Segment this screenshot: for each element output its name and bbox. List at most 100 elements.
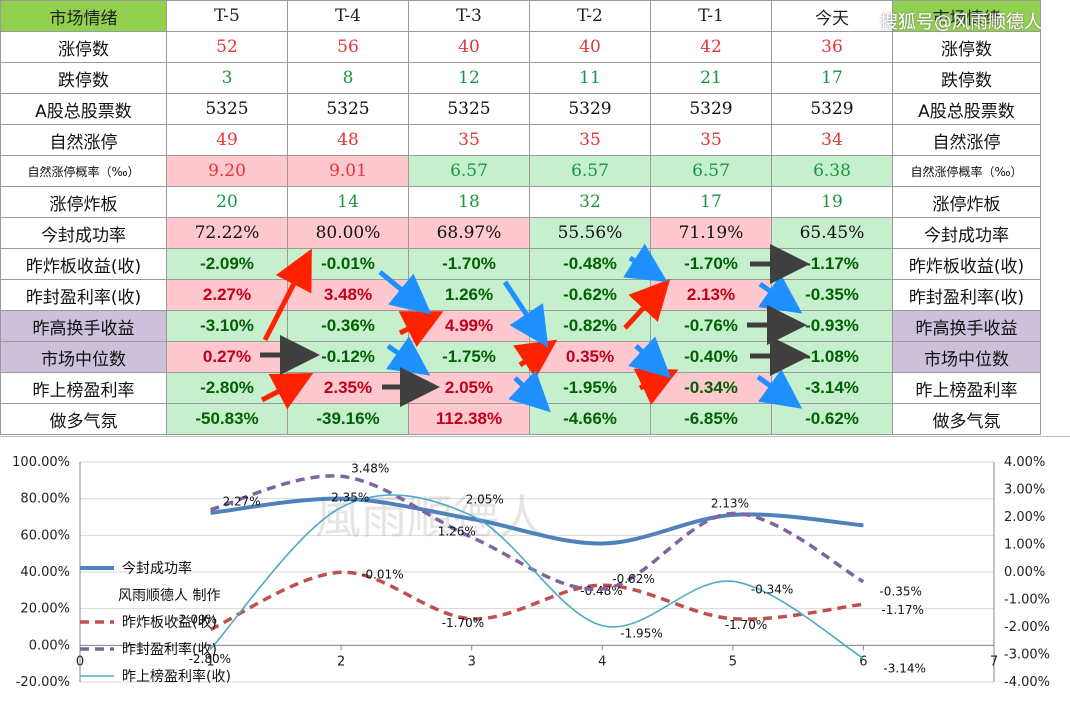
x-tick-label: 2: [337, 654, 345, 669]
table-cell: 19: [771, 186, 893, 218]
table-cell: 56: [287, 31, 409, 63]
y-right-tick-label: 3.00%: [1004, 483, 1045, 498]
table-cell: 5325: [408, 93, 530, 125]
y-left-tick-label: 40.00%: [20, 565, 70, 580]
table-cell: -1.17%: [771, 248, 893, 280]
y-right-tick-label: -4.00%: [1004, 675, 1050, 690]
table-cell: -1.70%: [650, 248, 772, 280]
y-left-tick-label: 100.00%: [12, 455, 70, 470]
table-cell: -3.10%: [166, 310, 288, 342]
data-label: -0.01%: [361, 567, 403, 581]
table-cell: 68.97%: [408, 217, 530, 249]
table-cell: 21: [650, 62, 772, 94]
table-cell: -0.34%: [650, 372, 772, 404]
right-row-label: 昨上榜盈利率: [892, 372, 1041, 404]
table-cell: 0.27%: [166, 341, 288, 373]
table-cell: 2.05%: [408, 372, 530, 404]
table-cell: -2.80%: [166, 372, 288, 404]
x-tick-label: 3: [468, 654, 476, 669]
right-row-label: 自然涨停概率（‰）: [892, 155, 1041, 187]
left-row-label: 自然涨停: [0, 124, 167, 156]
table-cell: 5329: [529, 93, 651, 125]
table-cell: -0.62%: [771, 403, 893, 435]
table-row: 市场中位数 0.27% -0.12% -1.75% 0.35% -0.40% -1.08% 市…: [0, 341, 1041, 373]
table-cell: 35: [650, 124, 772, 156]
header-label-cell: 市场情绪: [0, 0, 167, 32]
table-cell: -3.14%: [771, 372, 893, 404]
table-cell: -0.62%: [529, 279, 651, 311]
emotion-line-chart: 100.00%80.00%60.00%40.00%20.00%0.00%-20.…: [12, 455, 1050, 690]
right-row-label: 昨炸板收益(收): [892, 248, 1041, 280]
table-cell: -2.09%: [166, 248, 288, 280]
y-left-tick-label: 20.00%: [20, 602, 70, 617]
header-day-cell: T-2: [529, 0, 651, 32]
data-label: 1.26%: [438, 524, 476, 538]
table-cell: 3: [166, 62, 288, 94]
series-line-2: [210, 474, 865, 592]
header-day-cell: 今天: [771, 0, 893, 32]
table-cell: 32: [529, 186, 651, 218]
header-day-cell: T-1: [650, 0, 772, 32]
table-cell: 112.38%: [408, 403, 530, 435]
table-cell: 5325: [166, 93, 288, 125]
table-cell: 11: [529, 62, 651, 94]
left-row-label: 涨停数: [0, 31, 167, 63]
data-label: 2.05%: [466, 493, 504, 507]
header-label-cell: 市场情绪: [892, 0, 1041, 32]
emotion-table-sheet: 市场情绪 T-5 T-4 T-3 T-2 T-1 今天 市场情绪 涨停数 52 56 40 40 42 36…: [0, 0, 1042, 435]
table-cell: -0.82%: [529, 310, 651, 342]
right-row-label: 自然涨停: [892, 124, 1041, 156]
y-right-tick-label: 1.00%: [1004, 538, 1045, 553]
data-label: -3.14%: [883, 661, 925, 675]
table-cell: 49: [166, 124, 288, 156]
x-tick-label: 7: [990, 654, 998, 669]
data-label: 2.35%: [331, 490, 369, 504]
table-cell: 72.22%: [166, 217, 288, 249]
table-cell: -6.85%: [650, 403, 772, 435]
data-label: -1.70%: [725, 618, 767, 632]
table-row: 昨封盈利率(收) 2.27% 3.48% 1.26% -0.62% 2.13% -0.35%…: [0, 279, 1041, 311]
table-cell: -39.16%: [287, 403, 409, 435]
header-day-cell: T-5: [166, 0, 288, 32]
market-emotion-table: 市场情绪 T-5 T-4 T-3 T-2 T-1 今天 市场情绪 涨停数 52 56 40 40 42 36…: [0, 0, 1041, 435]
right-row-label: 昨高换手收益: [892, 310, 1041, 342]
series-line-3: [209, 494, 864, 660]
table-cell: 2.35%: [287, 372, 409, 404]
left-row-label: 市场中位数: [0, 341, 167, 373]
table-cell: 12: [408, 62, 530, 94]
data-label: -1.17%: [881, 603, 923, 617]
left-row-label: 做多气氛: [0, 403, 167, 435]
left-row-label: A股总股票数: [0, 93, 167, 125]
y-right-tick-label: -2.00%: [1004, 620, 1050, 635]
left-row-label: 昨上榜盈利率: [0, 372, 167, 404]
table-row: 昨炸板收益(收) -2.09% -0.01% -1.70% -0.48% -1.70% -1…: [0, 248, 1041, 280]
y-right-tick-label: -1.00%: [1004, 593, 1050, 608]
table-cell: 9.01: [287, 155, 409, 187]
y-left-tick-label: 0.00%: [29, 638, 70, 653]
data-label: -0.62%: [612, 572, 654, 586]
table-cell: -0.48%: [529, 248, 651, 280]
table-row: 涨停数 52 56 40 40 42 36 涨停数: [0, 31, 1041, 63]
data-label: -1.70%: [442, 616, 484, 630]
table-cell: 52: [166, 31, 288, 63]
x-tick-label: 0: [76, 654, 84, 669]
right-row-label: 涨停数: [892, 31, 1041, 63]
legend-label: 昨上榜盈利率(收): [122, 668, 231, 685]
legend-label: 昨炸板收益(收): [122, 615, 217, 631]
right-row-label: 今封成功率: [892, 217, 1041, 249]
y-right-tick-label: -3.00%: [1004, 648, 1050, 663]
table-row: 涨停炸板 20 14 18 32 17 19 涨停炸板: [0, 186, 1041, 218]
y-left-tick-label: 80.00%: [20, 492, 70, 507]
divider: [0, 436, 1070, 437]
y-right-tick-label: 4.00%: [1004, 455, 1045, 470]
x-tick-label: 4: [598, 654, 606, 669]
data-label: -2.09%: [175, 612, 217, 626]
table-cell: -1.70%: [408, 248, 530, 280]
legend-label: 今封成功率: [122, 560, 192, 577]
header-day-cell: T-4: [287, 0, 409, 32]
x-tick-label: 6: [859, 654, 867, 669]
header-day-cell: T-3: [408, 0, 530, 32]
table-cell: -50.83%: [166, 403, 288, 435]
right-row-label: 跌停数: [892, 62, 1041, 94]
data-label: -0.35%: [879, 585, 921, 599]
